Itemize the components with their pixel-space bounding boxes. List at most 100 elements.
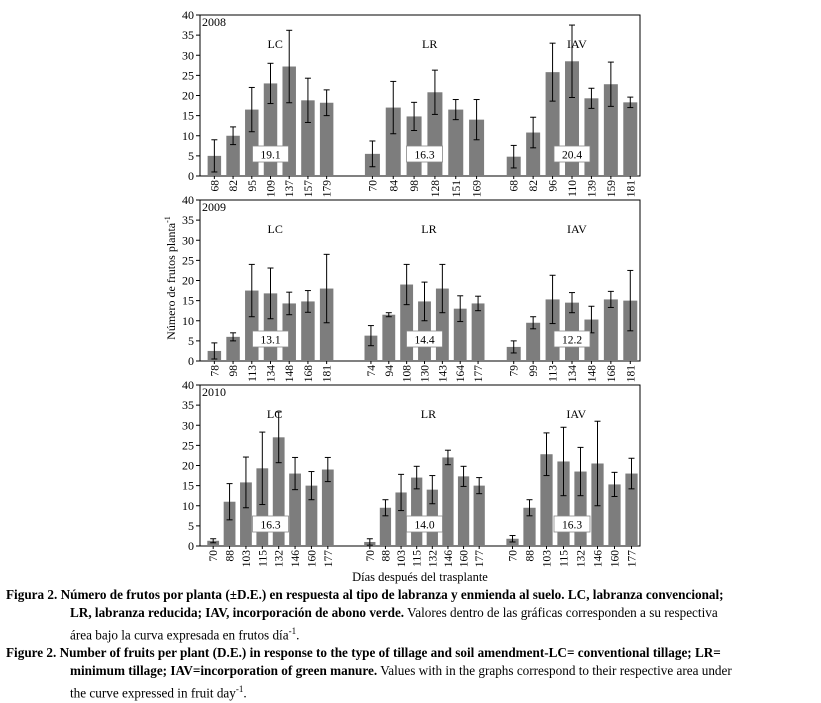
- x-tick-label: 130: [420, 365, 432, 383]
- x-tick-label: 79: [509, 365, 521, 377]
- x-tick-label: 103: [241, 550, 253, 568]
- group-label-lr: LR: [421, 407, 436, 421]
- area-box-iav: 20.4: [553, 145, 591, 163]
- figure-caption: Figura 2. Número de frutos por planta (±…: [6, 586, 814, 703]
- bar-iav-181: [623, 102, 638, 176]
- caption-en-sup: -1: [235, 684, 244, 695]
- caption-es-sup: -1: [288, 626, 297, 636]
- y-tick-label: 40: [182, 378, 194, 392]
- bar-lc-181: [319, 288, 334, 361]
- x-tick-label: 139: [586, 180, 598, 198]
- y-tick-label: 30: [182, 418, 194, 432]
- x-tick-label: 181: [625, 365, 637, 383]
- bar-iav-139: [584, 98, 599, 176]
- bar-lc-88: [223, 501, 236, 546]
- y-tick-label: 0: [188, 169, 194, 183]
- area-box-iav: 16.3: [553, 515, 591, 533]
- bar-lc-70: [207, 540, 220, 546]
- x-tick-label: 88: [225, 550, 237, 562]
- x-tick-label: 70: [367, 180, 379, 192]
- x-tick-label: 177: [627, 550, 639, 568]
- bar-lr-164: [453, 308, 467, 361]
- bar-lc-146: [289, 473, 301, 546]
- y-tick-label: 15: [182, 294, 194, 308]
- group-label-lr: LR: [421, 222, 436, 236]
- caption-es-bold: Número de frutos por planta (±D.E.) en r…: [60, 587, 724, 602]
- group-label-iav: IAV: [567, 222, 587, 236]
- x-tick-label: 181: [322, 365, 334, 383]
- x-tick-label: 113: [247, 365, 259, 382]
- bar-lr-177: [471, 303, 485, 361]
- area-value: 16.3: [414, 150, 434, 162]
- group-label-lc: LC: [267, 407, 282, 421]
- bar-lc-179: [319, 102, 334, 176]
- x-tick-label: 103: [396, 550, 408, 568]
- x-tick-label: 148: [586, 365, 598, 383]
- bar-lr-160: [457, 476, 470, 546]
- y-tick-label: 20: [182, 274, 194, 288]
- y-tick-label: 5: [188, 519, 194, 533]
- x-tick-label: 96: [548, 180, 560, 192]
- area-box-frame: [252, 330, 289, 348]
- y-tick-label: 20: [182, 459, 194, 473]
- bar-iav-160: [608, 484, 621, 546]
- panel-2009: 0 5 10 15 20 25 30 35 40 2009 78 98 113 134 148 168 181 L…: [182, 193, 641, 383]
- x-tick-label: 113: [548, 365, 560, 382]
- y-tick-label: 10: [182, 499, 194, 513]
- x-tick-label: 134: [266, 365, 278, 383]
- x-tick-label: 82: [528, 180, 540, 192]
- bar-iav-79: [506, 346, 521, 361]
- year-label: 2009: [202, 200, 226, 214]
- caption-es-line-1: Figura 2. Número de frutos por planta (±…: [6, 586, 814, 604]
- x-tick-label: 132: [274, 550, 286, 568]
- caption-es-end: .: [296, 627, 300, 643]
- bar-iav-99: [526, 322, 541, 361]
- x-tick-label: 98: [409, 180, 421, 192]
- x-tick-label: 74: [366, 365, 378, 377]
- x-tick-label: 70: [365, 550, 377, 562]
- x-axis-title: Días después del trasplante: [352, 570, 488, 584]
- bar-lr-146: [442, 457, 454, 546]
- x-tick-label: 177: [473, 365, 485, 383]
- x-tick-label: 95: [247, 180, 259, 192]
- area-box-frame: [252, 145, 289, 163]
- x-tick-label: 179: [322, 180, 334, 198]
- y-tick-label: 35: [182, 398, 194, 412]
- bar-lc-132: [272, 437, 285, 546]
- y-tick-label: 10: [182, 129, 194, 143]
- x-tick-label: 160: [306, 550, 318, 568]
- area-box-frame: [406, 515, 443, 533]
- area-box-lc: 19.1: [252, 145, 289, 163]
- area-box-lr: 14.0: [406, 515, 443, 533]
- year-label: 2008: [202, 15, 226, 29]
- caption-en-label: Figure 2.: [6, 645, 57, 661]
- area-box-frame: [553, 145, 591, 163]
- x-tick-label: 70: [208, 550, 220, 562]
- bar-lr-74: [364, 335, 378, 361]
- area-value: 12.2: [562, 335, 582, 347]
- area-box-lc: 16.3: [252, 515, 289, 533]
- caption-es-line-2: LR, labranza reducida; IAV, incorporació…: [6, 604, 814, 622]
- x-tick-label: 110: [567, 180, 579, 197]
- bar-lr-94: [382, 314, 396, 361]
- x-tick-label: 169: [472, 180, 484, 198]
- x-tick-label: 132: [427, 550, 439, 568]
- x-tick-label: 160: [459, 550, 471, 568]
- x-tick-label: 134: [567, 365, 579, 383]
- x-tick-label: 70: [508, 550, 520, 562]
- x-tick-label: 146: [593, 550, 605, 568]
- caption-en-line-1: Figure 2. Number of fruits per plant (D.…: [6, 644, 814, 662]
- area-value: 14.4: [414, 335, 434, 347]
- x-tick-label: 115: [412, 550, 424, 567]
- y-tick-label: 15: [182, 109, 194, 123]
- y-tick-label: 25: [182, 68, 194, 82]
- y-tick-label: 20: [182, 89, 194, 103]
- area-box-frame: [553, 330, 591, 348]
- area-box-iav: 12.2: [553, 330, 591, 348]
- x-tick-label: 115: [559, 550, 571, 567]
- y-tick-label: 5: [188, 149, 194, 163]
- bar-lc-103: [240, 482, 252, 546]
- x-tick-label: 137: [284, 180, 296, 198]
- caption-es-rest-3: área bajo la curva expresada en frutos d…: [70, 627, 289, 643]
- area-value: 16.3: [260, 520, 280, 532]
